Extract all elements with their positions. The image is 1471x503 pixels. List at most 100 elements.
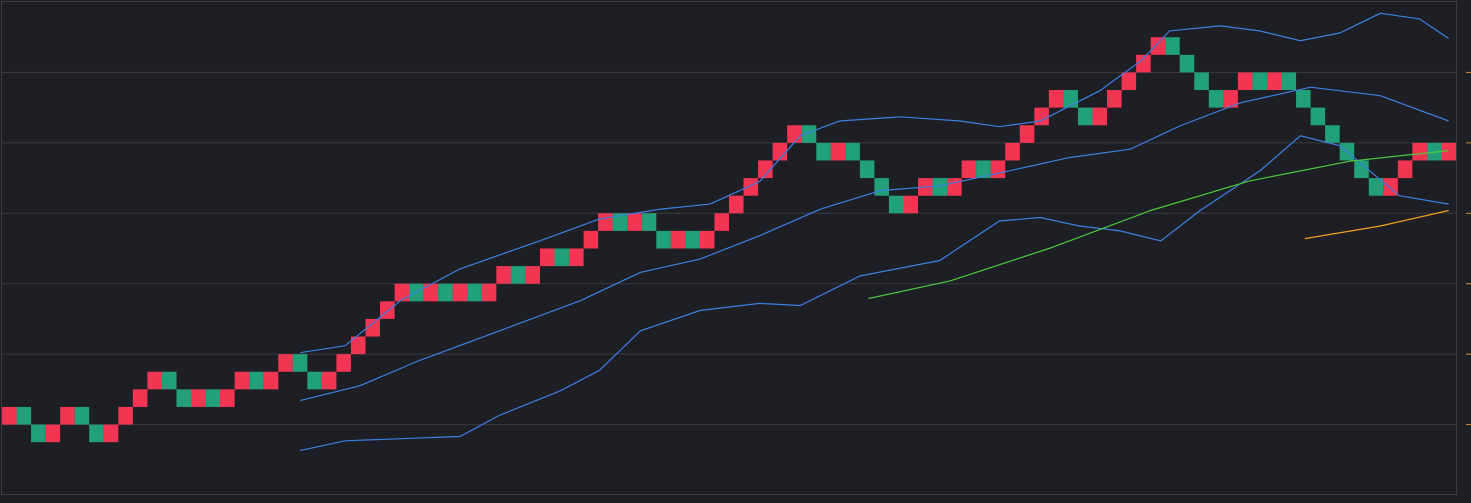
brick	[2, 406, 17, 425]
brick	[1441, 142, 1456, 161]
brick	[787, 125, 802, 143]
brick	[569, 248, 584, 267]
brick	[234, 371, 250, 390]
brick	[103, 424, 119, 443]
brick	[1034, 107, 1049, 126]
brick	[888, 195, 904, 214]
brick	[1354, 160, 1369, 179]
brick	[670, 230, 686, 249]
brick	[772, 142, 788, 161]
brick	[714, 213, 729, 231]
brick	[1325, 125, 1340, 143]
brick	[1397, 160, 1413, 179]
brick	[830, 142, 846, 161]
brick	[1208, 90, 1224, 108]
brick	[743, 178, 759, 196]
brick	[147, 371, 162, 390]
brick	[583, 230, 599, 249]
brick	[1223, 90, 1238, 108]
brick	[845, 142, 860, 161]
brick	[641, 213, 657, 231]
brick	[1136, 54, 1151, 73]
brick	[336, 354, 351, 372]
brick	[278, 354, 293, 372]
brick	[627, 213, 642, 231]
brick	[380, 301, 395, 319]
brick	[525, 266, 540, 284]
brick	[481, 283, 497, 302]
brick	[816, 142, 831, 161]
brick	[1107, 90, 1122, 108]
brick	[1252, 72, 1267, 91]
brick	[191, 389, 206, 407]
brick	[1150, 37, 1166, 55]
brick	[176, 389, 192, 407]
brick	[45, 424, 61, 443]
brick	[452, 283, 468, 302]
brick	[205, 389, 221, 407]
brick	[801, 125, 817, 143]
brick	[1005, 142, 1020, 161]
brick	[365, 318, 381, 337]
brick	[249, 371, 264, 390]
brick	[132, 389, 148, 407]
brick	[539, 248, 555, 267]
brick	[990, 160, 1006, 179]
indicator-line	[300, 12, 1450, 354]
brick	[1165, 37, 1180, 55]
brick	[554, 248, 570, 267]
brick	[60, 406, 75, 425]
brick	[307, 371, 322, 390]
brick	[16, 406, 32, 425]
brick	[1281, 72, 1297, 91]
brick	[1048, 90, 1064, 108]
brick	[1266, 72, 1282, 91]
brick	[118, 406, 133, 425]
brick	[1019, 125, 1035, 143]
brick	[598, 213, 613, 231]
brick	[656, 230, 671, 249]
brick	[1296, 90, 1311, 108]
brick	[1194, 72, 1209, 91]
brick	[976, 160, 991, 179]
indicator-line	[299, 135, 1449, 452]
brick	[1077, 107, 1093, 126]
brick	[903, 195, 919, 214]
brick	[438, 283, 453, 302]
brick	[1310, 107, 1326, 126]
indicator-line	[1304, 209, 1449, 240]
brick	[1237, 72, 1253, 91]
brick	[89, 424, 104, 443]
brick	[350, 336, 366, 355]
indicator-line	[868, 150, 1449, 300]
brick	[161, 371, 177, 390]
brick	[321, 371, 337, 390]
brick	[699, 230, 715, 249]
brick	[496, 266, 511, 284]
brick	[1092, 107, 1108, 126]
brick	[74, 406, 90, 425]
brick	[947, 178, 962, 196]
brick	[758, 160, 773, 179]
brick	[394, 283, 410, 302]
brick	[263, 371, 279, 390]
brick	[685, 230, 700, 249]
brick	[1412, 142, 1427, 161]
brick	[1179, 54, 1195, 73]
brick	[961, 160, 977, 179]
brick	[467, 283, 482, 302]
indicator-line	[299, 86, 1449, 402]
brick	[874, 178, 889, 196]
brick	[292, 354, 308, 372]
brick	[220, 389, 235, 407]
brick	[31, 424, 46, 443]
brick	[729, 195, 744, 214]
plot-border	[1, 1, 1457, 495]
brick	[510, 266, 526, 284]
brick	[1368, 178, 1384, 196]
brick	[423, 283, 439, 302]
brick	[932, 178, 948, 196]
